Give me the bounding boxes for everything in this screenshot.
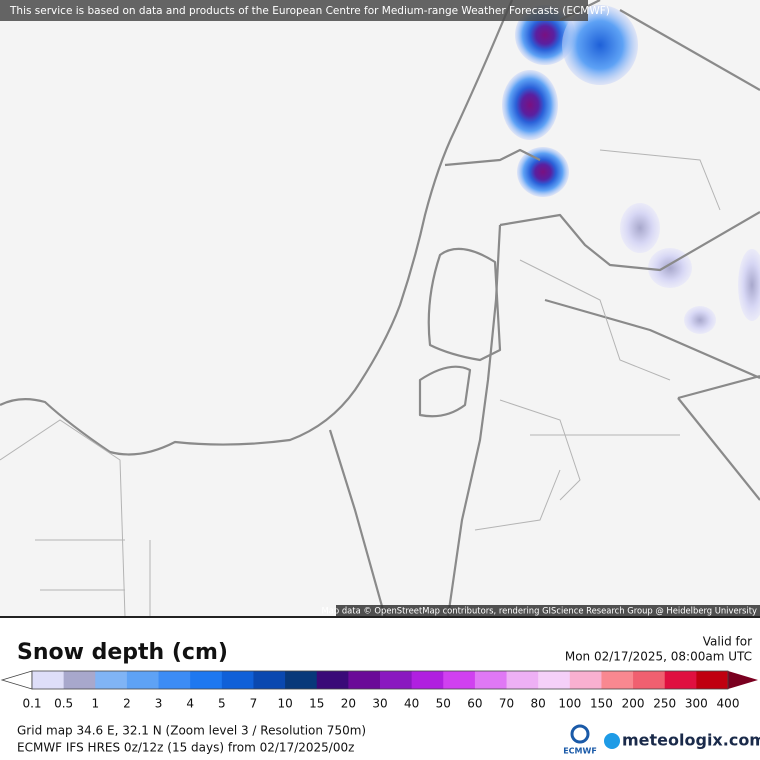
legend-label: 200: [622, 697, 645, 711]
legend-swatch: [316, 671, 349, 689]
map-background: [0, 0, 760, 617]
meteologix-text: meteologix.com: [622, 731, 760, 750]
legend-swatch: [601, 671, 634, 689]
legend-swatch: [348, 671, 381, 689]
legend-label: 40: [404, 697, 419, 711]
snow-overlay: [502, 5, 760, 334]
legend-label: 70: [499, 697, 514, 711]
legend-label: 300: [685, 697, 708, 711]
legend-label: 60: [467, 697, 482, 711]
legend-label: 100: [558, 697, 581, 711]
legend-title: Snow depth (cm): [17, 640, 228, 665]
attribution: Map data © OpenStreetMap contributors, r…: [322, 606, 758, 616]
legend-label: 400: [717, 697, 740, 711]
meteologix-logo: meteologix.com: [604, 731, 760, 750]
colorbar: 0.1 0.5 1 2 3 4 5 7 10 15 20 30 40 50 60 70 80 100 150 200 2…: [0, 670, 758, 711]
legend-label: 7: [250, 697, 258, 711]
legend-under: [0, 670, 33, 690]
legend-label: 1: [91, 697, 99, 711]
info-line: ECMWF IFS HRES 0z/12z (15 days) from 02/…: [17, 741, 354, 755]
legend-label: 50: [436, 697, 451, 711]
info-line: Grid map 34.6 E, 32.1 N (Zoom level 3 / …: [17, 724, 366, 738]
legend-swatch: [285, 671, 318, 689]
legend-swatch: [253, 671, 286, 689]
legend-label: 15: [309, 697, 324, 711]
legend-label: 80: [531, 697, 546, 711]
notice-banner: [0, 0, 588, 21]
legend-swatch: [126, 671, 160, 689]
legend-swatch: [95, 671, 128, 689]
legend-swatch: [32, 671, 65, 689]
legend-label: 4: [186, 697, 194, 711]
attribution-bg: [336, 605, 760, 617]
legend-label: 0.1: [22, 697, 41, 711]
legend-over: [728, 671, 758, 689]
valid-time: Mon 02/17/2025, 08:00am UTC: [565, 650, 752, 664]
legend-swatch: [569, 671, 602, 689]
legend-swatch: [633, 671, 666, 689]
legend-swatch: [474, 671, 508, 689]
map-borders: [0, 0, 760, 618]
legend-label: 5: [218, 697, 226, 711]
legend-swatch: [506, 671, 539, 689]
legend-label: 2: [123, 697, 131, 711]
legend-label: 0.5: [54, 697, 73, 711]
valid-label: Valid for: [703, 635, 752, 649]
ecmwf-text: ECMWF: [563, 747, 597, 756]
legend-swatch: [158, 671, 191, 689]
ecmwf-logo: ECMWF: [563, 724, 597, 756]
legend-swatch: [664, 671, 697, 689]
legend-swatch: [190, 671, 223, 689]
legend-label: 150: [590, 697, 613, 711]
legend-swatch: [696, 671, 729, 689]
notice-text: This service is based on data and produc…: [9, 5, 610, 17]
legend-swatch: [221, 671, 254, 689]
legend-label: 10: [277, 697, 292, 711]
legend-label: 250: [653, 697, 676, 711]
legend-swatch: [380, 671, 413, 689]
legend-swatch: [443, 671, 476, 689]
legend-swatch: [63, 671, 96, 689]
legend-swatch: [411, 671, 444, 689]
legend-frame: [31, 670, 729, 690]
legend-label: 3: [155, 697, 163, 711]
legend-label: 20: [341, 697, 356, 711]
legend-label: 30: [372, 697, 387, 711]
legend-swatch: [538, 671, 571, 689]
